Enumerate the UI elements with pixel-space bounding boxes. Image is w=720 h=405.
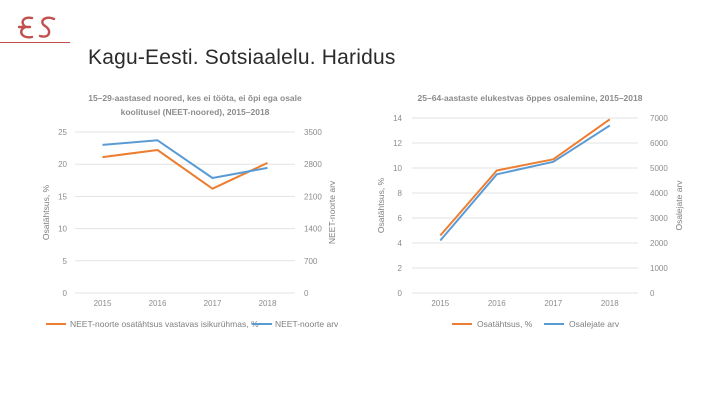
logo-divider — [0, 42, 70, 43]
y-tick-label: 15 — [58, 192, 67, 201]
y-tick-label: 8 — [398, 189, 403, 198]
y-tick-label: 5 — [63, 257, 68, 266]
y2-tick-label: 700 — [304, 257, 318, 266]
chart-title-line: koolitusel (NEET-noored), 2015–2018 — [121, 107, 270, 117]
y-tick-label: 0 — [63, 289, 68, 298]
y2-axis-label: NEET-noorte arv — [327, 180, 337, 244]
y-tick-label: 10 — [393, 164, 402, 173]
y-tick-label: 14 — [393, 114, 402, 123]
y-axis-label: Osatähtsus, % — [41, 184, 51, 240]
x-tick-label: 2017 — [204, 299, 222, 308]
neet-youth-chart: 15–29-aastased noored, kes ei tööta, ei … — [41, 93, 339, 329]
y2-tick-label: 3500 — [304, 128, 322, 137]
y-tick-label: 0 — [398, 289, 403, 298]
x-tick-label: 2018 — [259, 299, 277, 308]
y2-tick-label: 3000 — [650, 214, 668, 223]
y-tick-label: 4 — [398, 239, 403, 248]
y2-tick-label: 2800 — [304, 160, 322, 169]
series-line-1 — [439, 118, 611, 237]
legend-label: Osalejate arv — [569, 319, 620, 329]
y2-tick-label: 0 — [650, 289, 655, 298]
legend-label: Osatähtsus, % — [477, 319, 533, 329]
series-line-2 — [439, 124, 611, 242]
x-tick-label: 2016 — [149, 299, 167, 308]
y2-axis-label: Osalejate arv — [674, 180, 684, 231]
y-tick-label: 20 — [58, 160, 67, 169]
page-title: Kagu-Eesti. Sotsiaalelu. Haridus — [88, 46, 396, 69]
series-line-1 — [102, 149, 268, 190]
brand-logo-icon — [17, 16, 56, 39]
x-tick-label: 2018 — [601, 299, 619, 308]
legend-label: NEET-noorte arv — [275, 319, 339, 329]
y2-tick-label: 0 — [304, 289, 309, 298]
y-axis-label: Osatähtsus, % — [376, 177, 386, 233]
y-tick-label: 2 — [398, 264, 403, 273]
y2-tick-label: 2100 — [304, 192, 322, 201]
series-line-2 — [102, 139, 268, 179]
y-tick-label: 12 — [393, 139, 402, 148]
y2-tick-label: 2000 — [650, 239, 668, 248]
y-tick-label: 10 — [58, 225, 67, 234]
x-tick-label: 2015 — [94, 299, 112, 308]
y2-tick-label: 7000 — [650, 114, 668, 123]
y2-tick-label: 1000 — [650, 264, 668, 273]
y2-tick-label: 4000 — [650, 189, 668, 198]
y-tick-label: 6 — [398, 214, 403, 223]
y-tick-label: 25 — [58, 128, 67, 137]
legend-label: NEET-noorte osatähtsus vastavas isikurüh… — [70, 319, 259, 329]
y2-tick-label: 5000 — [650, 164, 668, 173]
y2-tick-label: 1400 — [304, 225, 322, 234]
y2-tick-label: 6000 — [650, 139, 668, 148]
lifelong-learning-chart: 25–64-aastaste elukestvas õppes osalemin… — [376, 93, 684, 329]
x-tick-label: 2015 — [431, 299, 449, 308]
x-tick-label: 2016 — [488, 299, 506, 308]
chart-title-line: 15–29-aastased noored, kes ei tööta, ei … — [88, 93, 302, 103]
x-tick-label: 2017 — [544, 299, 562, 308]
chart-title-line: 25–64-aastaste elukestvas õppes osalemin… — [418, 93, 643, 103]
